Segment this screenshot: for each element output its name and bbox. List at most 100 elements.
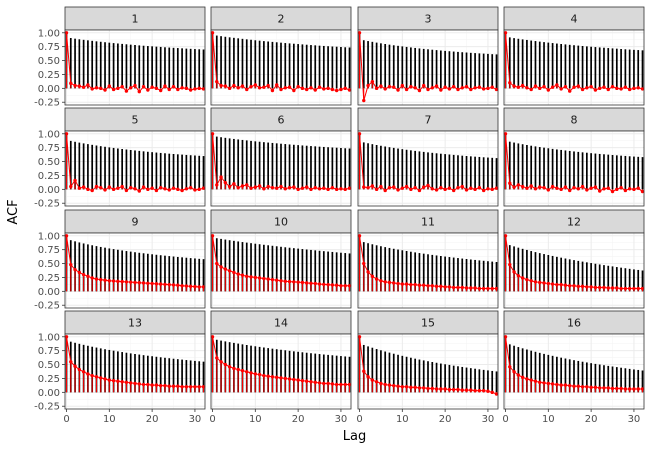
acf-point-red bbox=[383, 382, 387, 387]
acf-point-red bbox=[120, 279, 124, 284]
acf-point-red bbox=[90, 276, 94, 280]
acf-point-red bbox=[219, 83, 223, 88]
acf-point-red bbox=[387, 280, 392, 285]
acf-point-red bbox=[538, 280, 542, 285]
acf-point-red bbox=[550, 282, 555, 286]
acf-point-red bbox=[520, 83, 525, 88]
facet-panel-6: 6 bbox=[210, 107, 352, 207]
facet-panel-9: 9 -0.25 0.00 0.25 0.50 0.75 1.00 bbox=[34, 209, 206, 312]
acf-point-red bbox=[563, 283, 568, 287]
acf-point-red bbox=[473, 187, 477, 192]
facet-panel-5: 5 -0.25 0.00 0.25 0.50 0.75 1.00 bbox=[34, 107, 206, 210]
acf-point-red bbox=[317, 381, 322, 385]
acf-point-red bbox=[481, 87, 486, 91]
acf-point-red bbox=[602, 85, 606, 89]
acf-point-red bbox=[568, 284, 572, 288]
acf-point-red bbox=[593, 185, 598, 189]
facet-strip-label: 15 bbox=[421, 317, 435, 330]
acf-point-red bbox=[253, 83, 258, 87]
acf-point-red bbox=[197, 86, 201, 91]
acf-point-red bbox=[568, 89, 572, 93]
acf-point-red bbox=[81, 85, 86, 89]
acf-point-red bbox=[546, 88, 551, 92]
acf-point-red bbox=[77, 367, 82, 372]
acf-point-red bbox=[313, 88, 317, 92]
acf-point-red bbox=[146, 88, 150, 92]
acf-point-red bbox=[171, 84, 176, 89]
acf-point-red bbox=[589, 385, 593, 390]
acf-point-red bbox=[357, 31, 362, 35]
acf-point-red bbox=[422, 83, 426, 88]
acf-point-red bbox=[610, 189, 615, 194]
acf-point-red bbox=[443, 85, 447, 89]
acf-point-red bbox=[417, 188, 422, 193]
acf-point-red bbox=[343, 86, 347, 91]
acf-point-red bbox=[392, 85, 396, 89]
acf-point-red bbox=[339, 382, 343, 387]
facet-panel-10: 10 bbox=[210, 209, 352, 309]
acf-point-red bbox=[180, 188, 184, 193]
acf-point-red bbox=[387, 84, 392, 89]
acf-point-red bbox=[370, 79, 375, 84]
acf-point-red bbox=[64, 31, 69, 35]
y-tick-label: 0.25 bbox=[38, 171, 60, 182]
acf-point-red bbox=[116, 86, 120, 91]
panel-border bbox=[64, 130, 206, 207]
acf-point-red bbox=[580, 284, 585, 289]
x-tick-label: 30 bbox=[482, 414, 495, 425]
acf-point-red bbox=[542, 281, 546, 285]
acf-point-red bbox=[409, 385, 413, 390]
acf-point-red bbox=[426, 284, 430, 288]
acf-point-red bbox=[292, 280, 296, 284]
acf-point-red bbox=[253, 372, 258, 376]
panel-border bbox=[357, 232, 499, 309]
acf-point-red bbox=[146, 187, 150, 192]
acf-point-red bbox=[339, 284, 343, 288]
acf-point-red bbox=[533, 379, 538, 383]
acf-point-red bbox=[154, 282, 159, 286]
acf-point-red bbox=[257, 184, 262, 188]
acf-point-red bbox=[417, 386, 422, 390]
acf-point-red bbox=[283, 376, 287, 381]
acf-point-red bbox=[317, 187, 322, 191]
acf-point-red bbox=[275, 375, 279, 380]
facet-strip-label: 3 bbox=[425, 13, 432, 26]
facet-panel-2: 2 bbox=[210, 6, 352, 106]
acf-point-red bbox=[86, 274, 90, 279]
acf-point-red bbox=[627, 286, 632, 291]
acf-point-red bbox=[236, 86, 240, 90]
acf-point-red bbox=[550, 382, 555, 386]
acf-point-red bbox=[555, 282, 559, 287]
acf-point-red bbox=[580, 87, 585, 92]
acf-point-red bbox=[257, 372, 262, 377]
acf-point-red bbox=[292, 88, 296, 93]
acf-point-red bbox=[227, 184, 232, 189]
x-axis-title: Lag bbox=[343, 429, 366, 444]
acf-point-red bbox=[184, 86, 189, 91]
acf-point-red bbox=[330, 87, 335, 92]
acf-point-red bbox=[370, 378, 375, 382]
acf-point-red bbox=[469, 87, 473, 92]
acf-point-red bbox=[550, 85, 555, 89]
acf-point-red bbox=[326, 282, 330, 287]
acf-point-red bbox=[146, 281, 150, 285]
acf-point-red bbox=[309, 187, 313, 192]
acf-point-red bbox=[374, 380, 379, 384]
acf-point-red bbox=[129, 381, 133, 385]
acf-point-red bbox=[111, 187, 116, 192]
acf-point-red bbox=[602, 386, 606, 390]
acf-point-red bbox=[334, 187, 339, 192]
acf-point-red bbox=[636, 286, 640, 291]
acf-point-red bbox=[533, 187, 538, 191]
panel-border bbox=[210, 333, 352, 410]
acf-point-red bbox=[606, 386, 610, 390]
facet-panel-8: 8 bbox=[503, 107, 645, 207]
acf-point-red bbox=[568, 188, 572, 193]
acf-point-red bbox=[473, 286, 477, 290]
acf-point-red bbox=[322, 87, 326, 91]
acf-point-red bbox=[77, 84, 82, 88]
acf-point-red bbox=[73, 178, 77, 183]
y-tick-label: 0.75 bbox=[38, 346, 60, 357]
acf-point-red bbox=[245, 370, 249, 374]
acf-point-red bbox=[86, 372, 90, 376]
